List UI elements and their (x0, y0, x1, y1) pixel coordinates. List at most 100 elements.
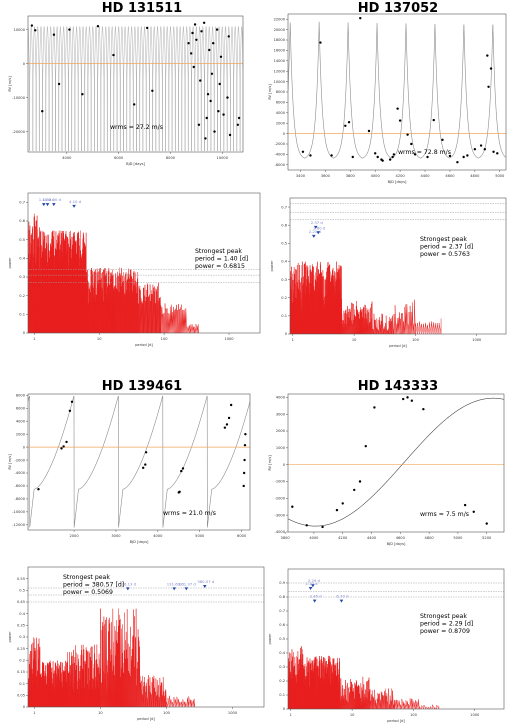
data-point (432, 118, 435, 122)
data-point (291, 505, 294, 508)
model-curve (288, 21, 506, 159)
x-tick-label: 3800 (346, 174, 356, 178)
y-axis-label: power (8, 257, 12, 269)
data-point (448, 154, 452, 158)
x-tick-label: 4200 (338, 536, 348, 540)
y-tick-label: 0.4 (19, 257, 25, 261)
wrms-annotation: wrms = 72.8 m/s (398, 149, 451, 156)
x-tick-label: 4400 (420, 174, 430, 178)
peak-annotation-line: Strongest peak (195, 248, 242, 255)
wrms-annotation: wrms = 21.0 m/s (163, 510, 216, 517)
data-point (228, 133, 232, 137)
plot-area (288, 396, 504, 529)
chart-panel-8: 2.10 d2.29 d 2.45 d 6.70 d 1 10 100 1000 0 0.1 0.… (268, 568, 505, 723)
data-point (144, 451, 148, 454)
peak-marker (339, 599, 344, 603)
y-tick-label: 6000 (276, 101, 286, 105)
plot-area (28, 213, 260, 333)
data-point (486, 54, 489, 57)
data-point (226, 96, 229, 99)
data-point (96, 25, 100, 28)
data-point (391, 155, 394, 159)
x-tick-label: 1 (290, 713, 292, 717)
x-tick-label: 4000 (309, 536, 319, 540)
data-point (426, 155, 429, 159)
data-point (335, 508, 339, 512)
y-tick-label: 0 (285, 332, 288, 336)
data-point (473, 148, 477, 151)
data-point (219, 55, 223, 58)
data-point (237, 116, 241, 120)
y-tick-label: 10000 (14, 28, 26, 32)
peak-marker (316, 231, 321, 235)
y-tick-label: 0 (283, 463, 286, 467)
data-point (209, 99, 212, 103)
y-tick-label: -2000 (275, 497, 286, 501)
x-tick-label: 6000 (114, 156, 124, 160)
y-tick-label: 0.1 (279, 693, 285, 697)
periodogram-series (290, 261, 442, 334)
y-tick-label: -2000 (15, 458, 26, 462)
peak-marker (126, 587, 130, 591)
peak-marker (45, 203, 50, 207)
data-point (133, 103, 136, 106)
data-point (396, 107, 399, 110)
chart-panel-3: 1.40 d1.60 d2.00 d 4.10 d 1 10 100 1000 0 0.1 0.… (8, 192, 261, 347)
data-point (456, 161, 459, 164)
peak-marker (184, 587, 189, 591)
data-point (463, 503, 467, 507)
x-axis-label: BJD [days] (130, 540, 149, 544)
data-point (141, 466, 145, 470)
x-tick-label: 4800 (470, 174, 480, 178)
y-tick-label: 2000 (276, 429, 286, 433)
y-tick-label: 0.7 (281, 205, 287, 209)
y-tick-label: 6000 (16, 406, 26, 410)
y-tick-label: 0.2 (279, 679, 285, 683)
y-tick-label: -3000 (275, 513, 286, 517)
y-tick-label: 2000 (276, 121, 286, 125)
y-tick-label: 0.2 (19, 659, 25, 663)
y-tick-label: 0.3 (19, 275, 25, 279)
x-tick-label: 4600 (396, 536, 406, 540)
peak-marker-label: 2.37 d (311, 220, 324, 225)
x-tick-label: 3400 (296, 174, 306, 178)
data-point (213, 130, 216, 133)
x-tick-label: 4000 (371, 174, 381, 178)
data-point (487, 85, 490, 89)
y-tick-label: -12000 (12, 523, 25, 527)
data-point (492, 150, 495, 153)
data-point (485, 522, 488, 525)
model-curve (28, 395, 250, 528)
data-point (189, 52, 193, 55)
peak-marker-label: 2.10 d (306, 581, 319, 586)
peak-marker-label: 131.69 d (167, 581, 184, 586)
data-point (351, 155, 354, 159)
data-point (202, 21, 206, 24)
data-point (229, 403, 233, 407)
y-tick-label: 1000 (276, 446, 286, 450)
data-point (41, 110, 44, 113)
y-tick-label: 14000 (274, 59, 286, 63)
x-axis-label: period [d] (135, 343, 153, 347)
plot-area (28, 395, 250, 528)
data-point (376, 155, 379, 159)
y-tick-label: 8000 (276, 90, 286, 94)
y-tick-label: 4000 (276, 111, 286, 115)
peak-marker (41, 203, 46, 207)
y-tick-label: -6000 (275, 163, 286, 167)
data-point (402, 397, 405, 401)
data-point (462, 155, 465, 159)
data-point (30, 24, 34, 27)
data-point (374, 152, 377, 155)
data-point (60, 447, 63, 450)
x-tick-label: 10000 (217, 156, 229, 160)
data-point (206, 93, 210, 96)
y-axis-label: RV [m/s] (8, 454, 12, 470)
data-point (309, 154, 312, 157)
peak-marker (72, 204, 76, 208)
y-tick-label: 0.15 (17, 670, 25, 674)
chart-panel-4: 2.21 d 2.37 d2.60 d 1 10 100 1000 0 0.1 0.2 0.3 0.… (270, 197, 507, 348)
peak-marker (311, 584, 315, 588)
peak-annotation-line: power = 0.8709 (420, 628, 470, 635)
y-tick-label: 0.5 (279, 637, 285, 641)
